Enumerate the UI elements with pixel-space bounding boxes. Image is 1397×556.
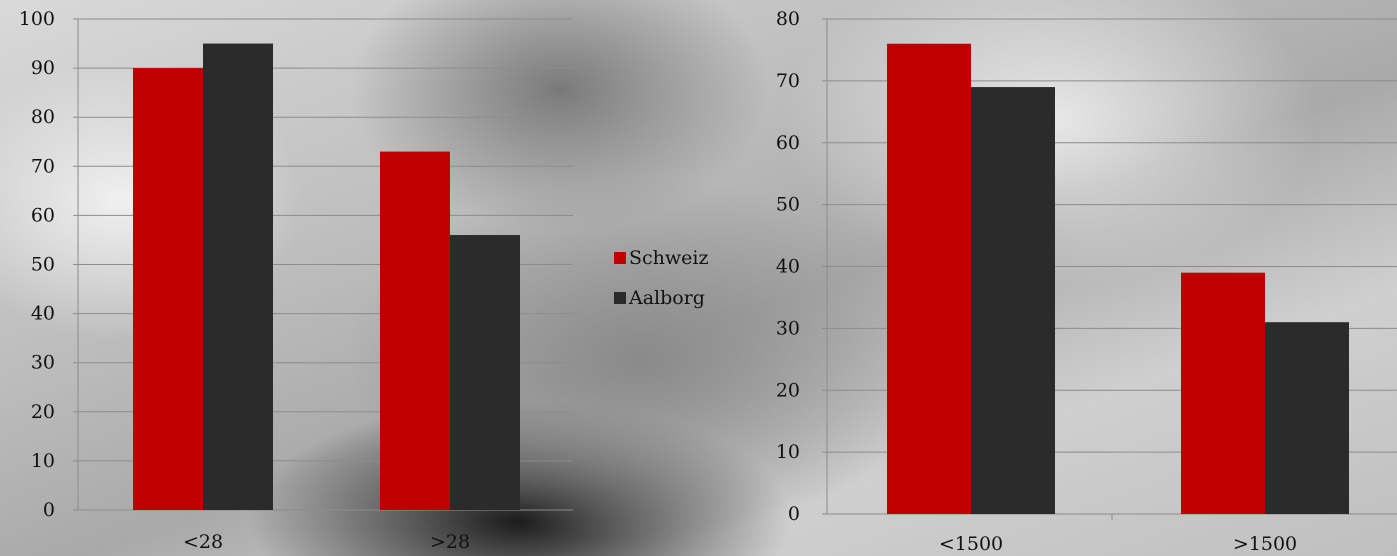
- left-y-tick-label: 100: [19, 8, 55, 30]
- left-x-tick-label: <28: [183, 531, 223, 553]
- legend-swatch-aalborg: [614, 292, 626, 304]
- left-y-tick-label: 90: [31, 57, 55, 79]
- left-y-tick-label: 70: [31, 155, 55, 177]
- legend-item-aalborg: Aalborg: [614, 286, 709, 310]
- left-y-tick-label: 0: [43, 499, 55, 521]
- left-x-tick-label: >28: [430, 531, 470, 553]
- right-bar-schweiz-1: [1181, 272, 1265, 514]
- legend: Schweiz Aalborg: [614, 246, 709, 326]
- right-y-tick-label: 20: [776, 379, 800, 401]
- right-y-tick-label: 10: [776, 441, 800, 463]
- left-bar-schweiz-1: [380, 151, 450, 510]
- legend-item-schweiz: Schweiz: [614, 246, 709, 270]
- left-y-tick-label: 30: [31, 352, 55, 374]
- legend-label-aalborg: Aalborg: [629, 287, 705, 309]
- right-y-tick-label: 30: [776, 317, 800, 339]
- left-bar-aalborg-0: [203, 43, 273, 511]
- right-bar-aalborg-1: [1265, 322, 1349, 514]
- right-y-tick-label: 50: [776, 194, 800, 216]
- left-y-tick-label: 40: [31, 303, 55, 325]
- legend-swatch-schweiz: [614, 252, 626, 264]
- left-y-tick-label: 10: [31, 450, 55, 472]
- chart-right: 0 10 20 30 40 50 60 70 80 <1500 >1500: [776, 8, 1397, 555]
- left-y-tick-label: 80: [31, 106, 55, 128]
- left-y-tick-label: 20: [31, 401, 55, 423]
- left-y-tick-label: 50: [31, 254, 55, 276]
- right-y-tick-label: 70: [776, 70, 800, 92]
- right-y-tick-label: 60: [776, 132, 800, 154]
- right-y-tick-label: 0: [788, 503, 800, 525]
- right-x-tick-label: <1500: [939, 533, 1003, 555]
- left-bar-schweiz-0: [133, 68, 203, 510]
- right-bar-aalborg-0: [971, 87, 1055, 514]
- left-y-tick-label: 60: [31, 204, 55, 226]
- right-y-tick-label: 40: [776, 256, 800, 278]
- right-x-tick-label: >1500: [1233, 533, 1297, 555]
- right-y-tick-label: 80: [776, 8, 800, 30]
- left-bar-aalborg-1: [450, 235, 520, 511]
- chart-left: 0 10 20 30 40 50 60 70 80 90 100 <28 >28: [19, 8, 573, 553]
- legend-label-schweiz: Schweiz: [629, 247, 709, 269]
- right-bar-schweiz-0: [887, 43, 971, 514]
